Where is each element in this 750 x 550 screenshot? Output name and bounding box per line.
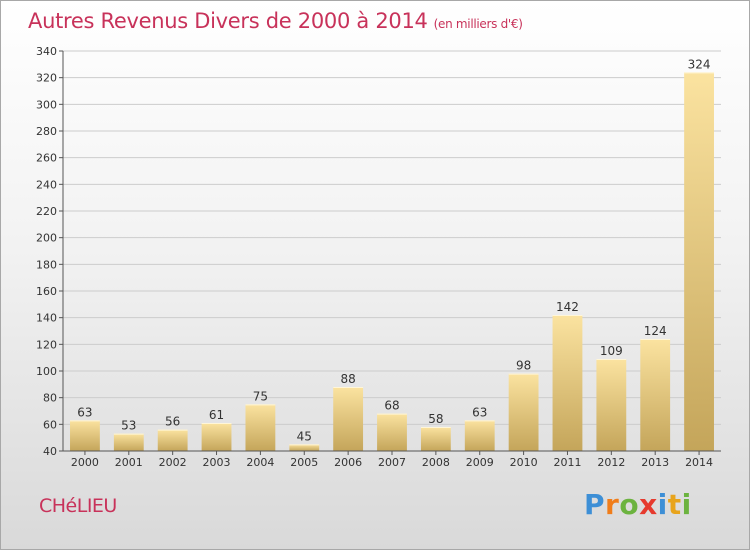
x-tick-label: 2004 [246, 456, 274, 469]
x-tick-label: 2012 [597, 456, 625, 469]
bar [157, 429, 188, 451]
bar-value-label: 53 [121, 419, 136, 433]
bar-value-label: 63 [77, 405, 92, 419]
bar [245, 404, 276, 451]
bar [552, 315, 583, 451]
y-tick-label: 200 [36, 232, 57, 245]
x-tick-label: 2005 [290, 456, 318, 469]
x-tick-label: 2008 [422, 456, 450, 469]
x-axis-ticks: 2000 2001 2002 2003 2004 2005 2006 2007 2008 2009… [71, 451, 713, 469]
y-tick-label: 120 [36, 338, 57, 351]
x-tick-label: 2006 [334, 456, 362, 469]
bar-value-label: 45 [297, 429, 312, 443]
bar-value-label: 88 [340, 372, 355, 386]
bar-value-label: 324 [688, 57, 711, 71]
y-tick-label: 40 [43, 445, 57, 458]
x-tick-label: 2009 [466, 456, 494, 469]
bar-value-label: 98 [516, 359, 531, 373]
chart-title: Autres Revenus Divers de 2000 à 2014 (en … [28, 9, 523, 33]
y-tick-label: 300 [36, 98, 57, 111]
bar [201, 423, 232, 451]
y-axis-ticks: 40 60 80 100 120 140 160 180 200 220 240 260 280 300 3… [36, 45, 63, 458]
logo-letter: t [667, 488, 682, 521]
y-tick-label: 180 [36, 258, 57, 271]
x-tick-label: 2003 [203, 456, 231, 469]
bar-value-label: 58 [428, 412, 443, 426]
bar [508, 373, 539, 451]
y-tick-label: 220 [36, 205, 57, 218]
bar [464, 420, 495, 451]
y-tick-label: 340 [36, 45, 57, 58]
y-tick-label: 140 [36, 312, 57, 325]
bar [333, 387, 364, 451]
x-tick-label: 2002 [159, 456, 187, 469]
y-tick-label: 320 [36, 72, 57, 85]
bar [289, 444, 320, 451]
logo-letter: r [605, 488, 620, 521]
bar-value-label: 56 [165, 415, 180, 429]
x-tick-label: 2014 [685, 456, 713, 469]
bar [640, 339, 671, 451]
commune-name: CHéLIEU [39, 495, 117, 517]
x-tick-label: 2001 [115, 456, 143, 469]
y-tick-label: 260 [36, 152, 57, 165]
y-tick-label: 160 [36, 285, 57, 298]
bar [420, 427, 451, 451]
axes [62, 51, 721, 452]
bar-value-label: 124 [644, 324, 667, 338]
logo-letter: P [584, 488, 606, 521]
bar-value-label: 75 [253, 389, 268, 403]
bar-value-label: 63 [472, 405, 487, 419]
logo-letter: x [639, 488, 658, 521]
logo-letter: i [657, 488, 668, 521]
y-tick-label: 80 [43, 392, 57, 405]
bars: 63 53 56 61 75 45 88 68 58 63 98 142 109 124 324 [70, 57, 714, 451]
y-tick-label: 240 [36, 178, 57, 191]
proxiti-logo: Proxiti [584, 488, 692, 521]
bar [596, 359, 627, 451]
bar-value-label: 61 [209, 408, 224, 422]
bar [113, 433, 144, 451]
bar-value-label: 142 [556, 300, 579, 314]
bar [684, 72, 714, 451]
bar [377, 413, 407, 451]
bar-value-label: 68 [384, 399, 399, 413]
chart-subtitle: (en milliers d'€) [433, 17, 523, 31]
bar [70, 420, 100, 451]
x-tick-label: 2011 [553, 456, 581, 469]
chart-title-text: Autres Revenus Divers de 2000 à 2014 [28, 9, 428, 33]
y-tick-label: 60 [43, 418, 57, 431]
bar-value-label: 109 [600, 344, 623, 358]
y-tick-label: 100 [36, 365, 57, 378]
x-tick-label: 2007 [378, 456, 406, 469]
x-tick-label: 2000 [71, 456, 99, 469]
logo-letter: o [619, 488, 640, 521]
y-tick-label: 280 [36, 125, 57, 138]
x-tick-label: 2010 [510, 456, 538, 469]
x-tick-label: 2013 [641, 456, 669, 469]
logo-letter: i [681, 488, 692, 521]
